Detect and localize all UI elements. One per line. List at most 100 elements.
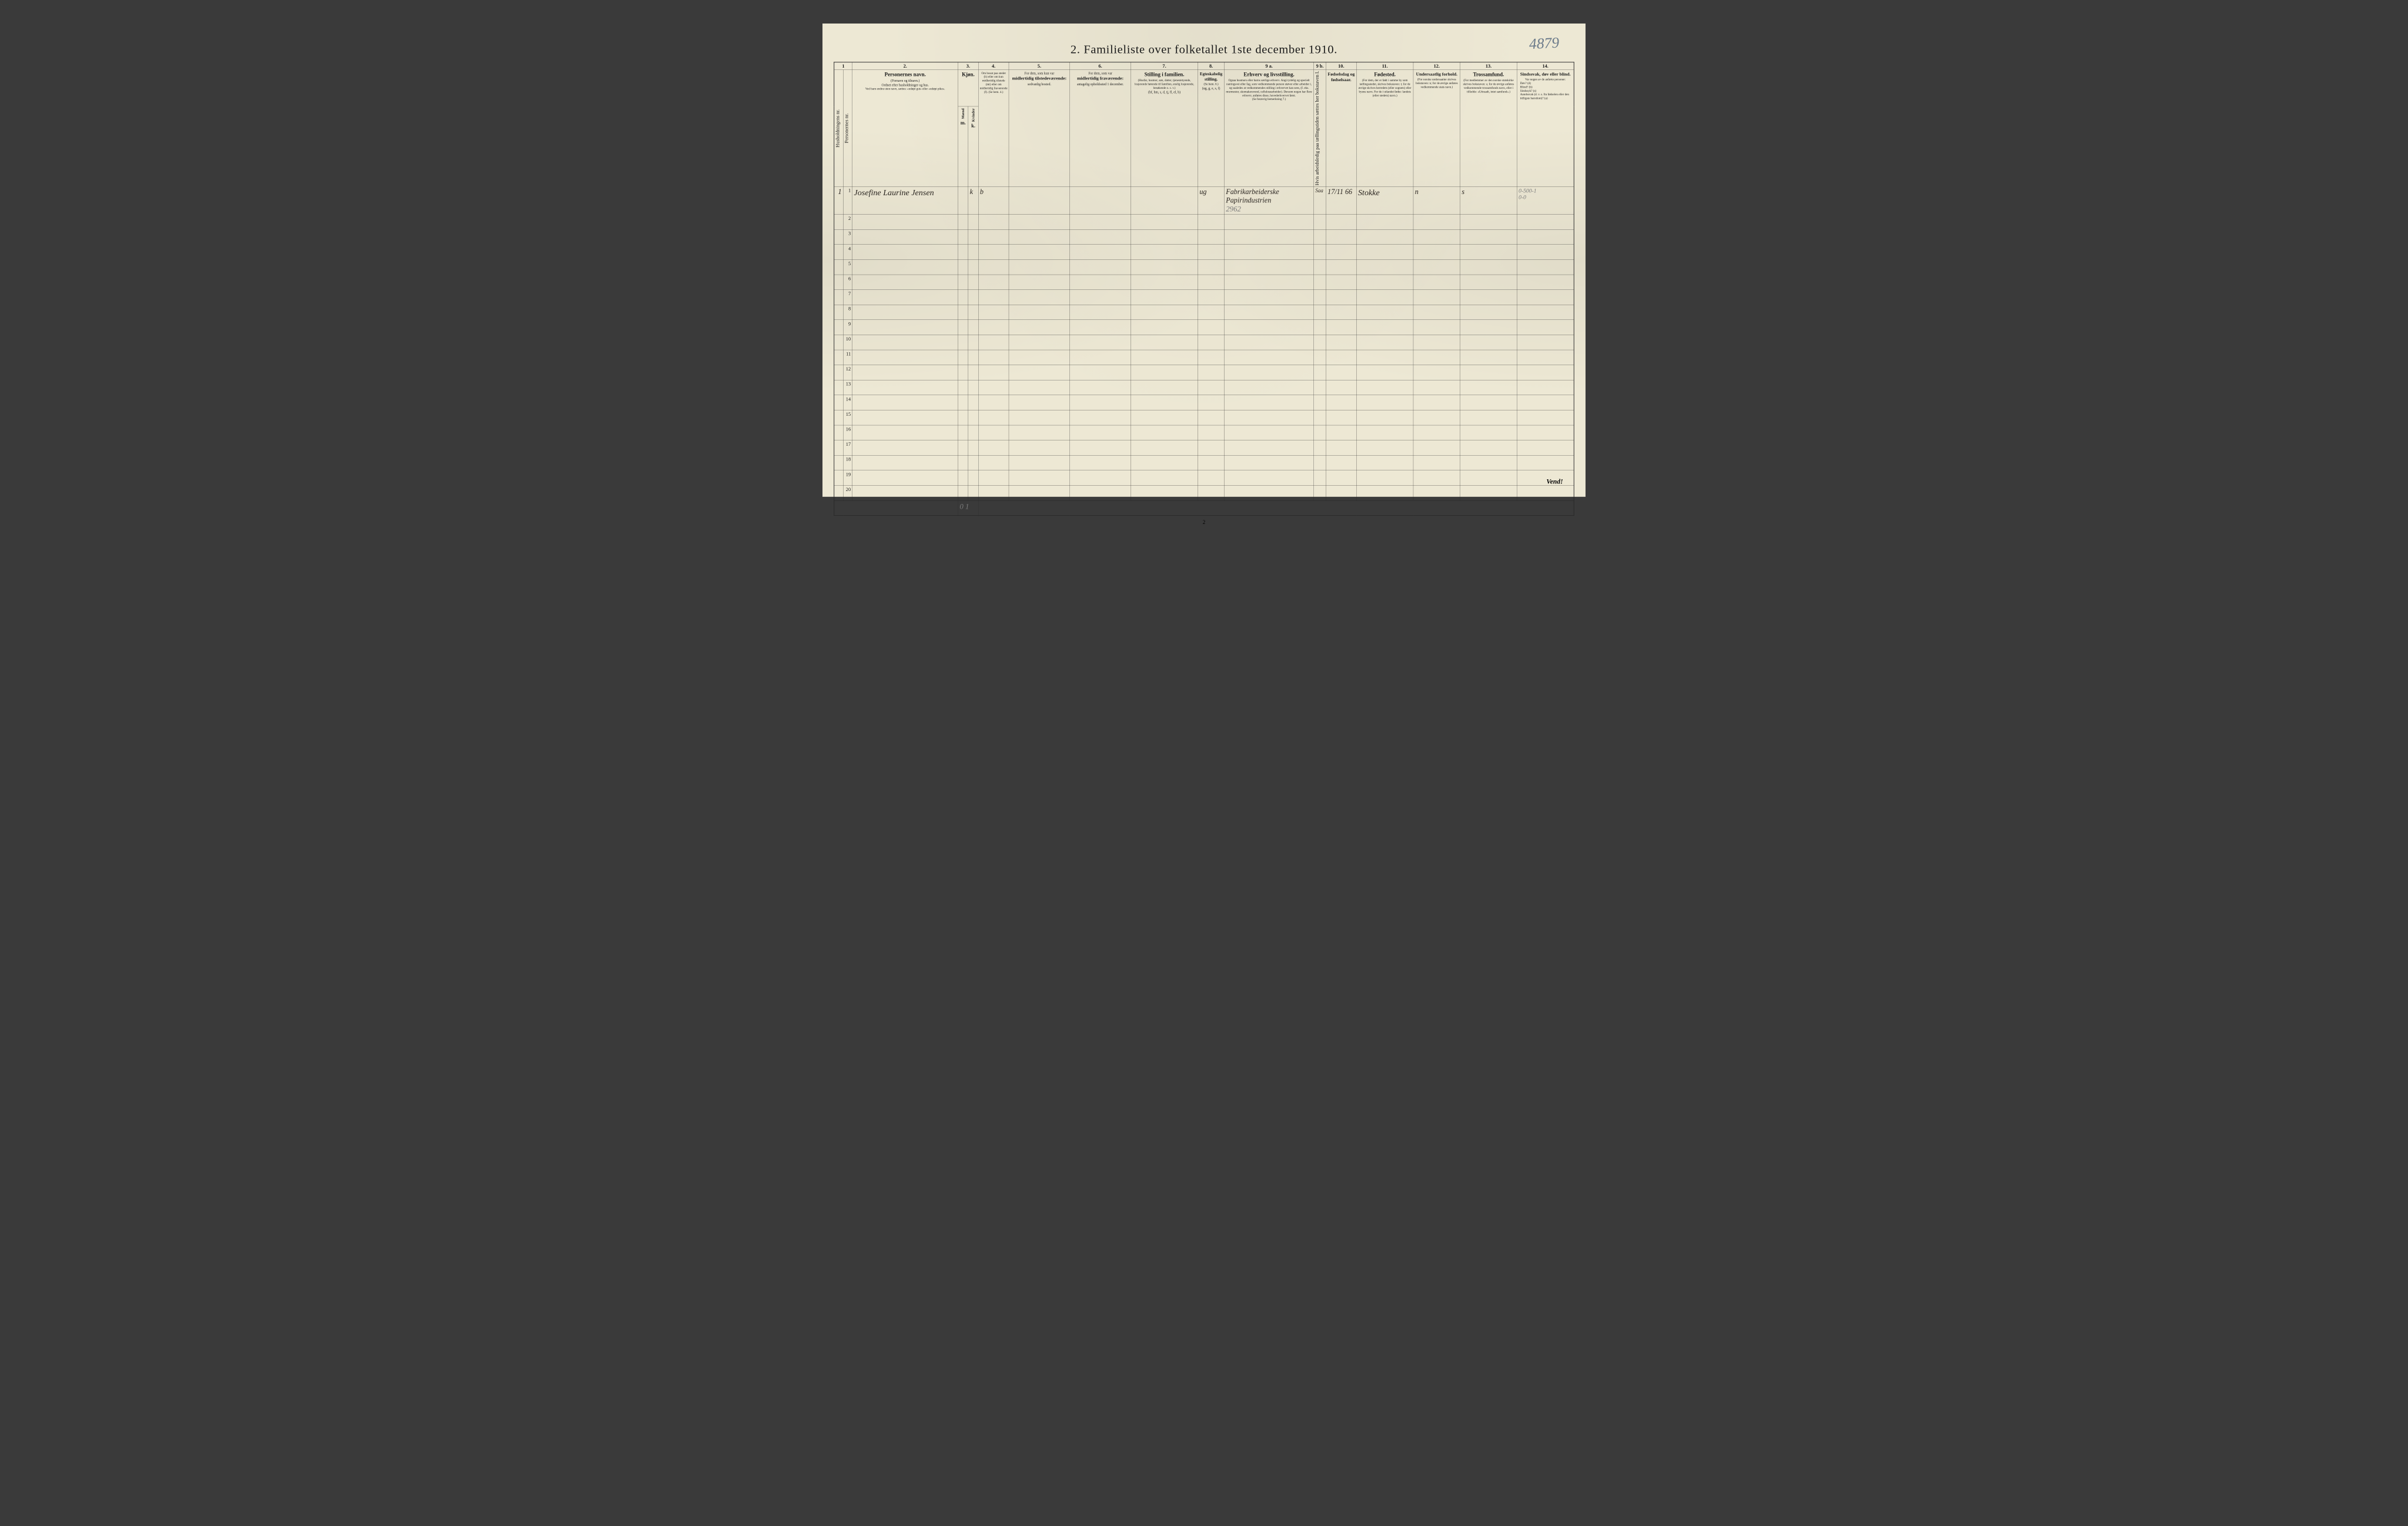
cell-hh-nr [834, 259, 844, 275]
cell-person-nr: 10 [843, 335, 852, 350]
cell-egte [1198, 275, 1225, 290]
footer-page-number: 2 [834, 520, 1574, 526]
cell-bosat [978, 350, 1009, 365]
cell-name [852, 335, 958, 350]
table-row: 14 [834, 395, 1574, 410]
cell-fodested [1356, 380, 1413, 395]
colnum-1: 1 [834, 62, 852, 70]
head-c13-s: (For medlemmer av den norske statskirke … [1461, 79, 1516, 94]
head-c11-s: (For dem, der er født i samme by som tæl… [1357, 79, 1412, 98]
cell-hh-nr [834, 410, 844, 425]
cell-name [852, 350, 958, 365]
head-fodsel: Fødselsdag og fødselsaar. [1326, 70, 1356, 187]
cell-c5 [1009, 259, 1070, 275]
cell-stilling-fam [1131, 320, 1198, 335]
cell-c6 [1070, 470, 1131, 486]
cell-sex-m [958, 245, 968, 260]
cell-under [1413, 440, 1460, 456]
cell-hh-nr [834, 350, 844, 365]
cell-c14 [1517, 229, 1574, 245]
table-row: 18 [834, 455, 1574, 470]
cell-hh-nr [834, 245, 844, 260]
cell-c6 [1070, 320, 1131, 335]
cell-fodested [1356, 215, 1413, 230]
head-c7-s: (Husfar, husmor, søn, datter, tjenestety… [1132, 79, 1197, 90]
colnum-2: 2. [852, 62, 958, 70]
cell-stilling-fam [1131, 365, 1198, 380]
cell-c14 [1517, 395, 1574, 410]
cell-ledig [1314, 335, 1326, 350]
cell-tros [1460, 215, 1517, 230]
cell-stilling-fam [1131, 275, 1198, 290]
cell-fodested [1356, 305, 1413, 320]
cell-stilling-fam [1131, 440, 1198, 456]
cell-erhverv [1225, 455, 1314, 470]
cell-tros [1460, 410, 1517, 425]
cell-tros [1460, 245, 1517, 260]
cell-person-nr: 14 [843, 395, 852, 410]
colnum-4: 4. [978, 62, 1009, 70]
head-name-sub1: (Fornavn og tilnavn.) [854, 79, 957, 83]
cell-person-nr: 13 [843, 380, 852, 395]
corner-annotation: 4879 [1529, 34, 1560, 53]
cell-ledig [1314, 259, 1326, 275]
cell-person-nr: 19 [843, 470, 852, 486]
cell-sex-m [958, 215, 968, 230]
cell-stilling-fam [1131, 410, 1198, 425]
table-row: 8 [834, 305, 1574, 320]
cell-under [1413, 470, 1460, 486]
cell-egte [1198, 245, 1225, 260]
table-row: 15 [834, 410, 1574, 425]
cell-hh-nr: 1 [834, 186, 844, 214]
table-row: 19 [834, 470, 1574, 486]
head-c5-3: sedvanlig bosted. [1010, 82, 1069, 86]
table-row: 20 [834, 485, 1574, 500]
cell-tros [1460, 455, 1517, 470]
cell-c14 [1517, 440, 1574, 456]
cell-sex-m [958, 485, 968, 500]
cell-under [1413, 425, 1460, 440]
cell-tros [1460, 275, 1517, 290]
colnum-5: 5. [1009, 62, 1070, 70]
cell-bosat [978, 305, 1009, 320]
cell-erhverv [1225, 305, 1314, 320]
cell-person-nr: 20 [843, 485, 852, 500]
cell-ledig [1314, 350, 1326, 365]
cell-tros [1460, 290, 1517, 305]
cell-fodested [1356, 440, 1413, 456]
table-row: 11 [834, 350, 1574, 365]
table-row: 3 [834, 229, 1574, 245]
head-c12-t: Undersaatlig forhold. [1414, 71, 1459, 77]
cell-c14 [1517, 275, 1574, 290]
cell-person-nr: 16 [843, 425, 852, 440]
cell-ledig [1314, 395, 1326, 410]
cell-ledig [1314, 305, 1326, 320]
table-row: 10 [834, 335, 1574, 350]
cell-sex-k [968, 380, 978, 395]
head-hh-nr: Husholdningens nr. [834, 70, 844, 187]
cell-erhverv [1225, 485, 1314, 500]
cell-ledig [1314, 275, 1326, 290]
table-row: 13 [834, 380, 1574, 395]
cell-name [852, 380, 958, 395]
cell-under [1413, 455, 1460, 470]
colnum-7: 7. [1131, 62, 1198, 70]
cell-fodsel [1326, 259, 1356, 275]
cell-c6 [1070, 186, 1131, 214]
head-c12-s: (For norske undersaatter skrives bokstav… [1414, 78, 1459, 89]
table-row: 2 [834, 215, 1574, 230]
cell-under [1413, 365, 1460, 380]
cell-c14 [1517, 380, 1574, 395]
cell-sex-m [958, 470, 968, 486]
cell-name [852, 215, 958, 230]
cell-c14 [1517, 455, 1574, 470]
colnum-11: 11. [1356, 62, 1413, 70]
cell-c5 [1009, 395, 1070, 410]
cell-c5 [1009, 320, 1070, 335]
table-row: 7 [834, 290, 1574, 305]
cell-c5 [1009, 275, 1070, 290]
cell-erhverv [1225, 320, 1314, 335]
cell-stilling-fam [1131, 259, 1198, 275]
cell-c6 [1070, 395, 1131, 410]
cell-c14 [1517, 245, 1574, 260]
